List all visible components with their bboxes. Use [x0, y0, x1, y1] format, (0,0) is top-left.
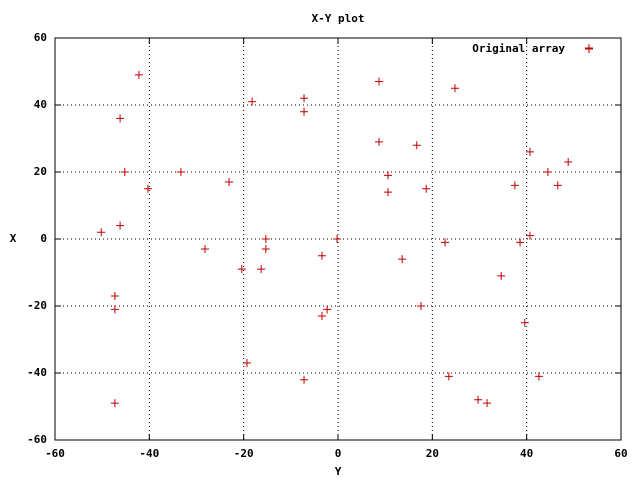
- point: [474, 395, 483, 404]
- point: [317, 312, 326, 321]
- point: [300, 107, 309, 116]
- y-axis-label: X: [10, 232, 17, 245]
- point: [483, 399, 492, 408]
- y-tick-label: 60: [34, 31, 47, 44]
- point: [261, 245, 270, 254]
- x-axis-label: Y: [335, 465, 342, 478]
- y-tick-label: -40: [27, 366, 47, 379]
- point: [543, 168, 552, 176]
- point: [176, 168, 185, 176]
- x-tick-label: -40: [139, 447, 159, 460]
- point: [300, 375, 309, 384]
- point: [257, 265, 266, 274]
- point: [116, 114, 125, 123]
- x-tick-label: -20: [234, 447, 254, 460]
- y-tick-label: 20: [34, 165, 47, 178]
- point: [134, 70, 143, 79]
- point: [398, 255, 407, 264]
- y-tick-label: 0: [40, 232, 47, 245]
- point: [553, 181, 562, 190]
- point: [375, 137, 384, 146]
- point: [300, 94, 309, 103]
- point: [200, 245, 209, 254]
- point: [143, 184, 152, 193]
- point: [564, 157, 573, 166]
- point: [444, 372, 453, 381]
- point: [333, 235, 342, 243]
- point: [422, 184, 431, 193]
- point: [441, 238, 450, 247]
- point: [110, 305, 119, 314]
- point: [525, 147, 534, 156]
- point: [237, 265, 246, 274]
- x-tick-label: 40: [520, 447, 533, 460]
- point: [375, 77, 384, 86]
- point: [261, 235, 270, 243]
- point: [323, 305, 332, 314]
- point: [110, 291, 119, 300]
- point: [120, 168, 129, 176]
- x-tick-label: -60: [45, 447, 65, 460]
- x-tick-label: 60: [614, 447, 627, 460]
- point: [516, 238, 525, 247]
- legend-label: Original array: [472, 42, 565, 55]
- point: [225, 178, 234, 187]
- point: [525, 231, 534, 240]
- point: [97, 228, 106, 237]
- point: [248, 97, 257, 106]
- point: [497, 271, 506, 280]
- point: [412, 141, 421, 150]
- point: [417, 302, 426, 310]
- point: [510, 181, 519, 190]
- y-tick-label: -60: [27, 433, 47, 446]
- chart-title: X-Y plot: [312, 12, 365, 25]
- point: [383, 171, 392, 180]
- y-tick-label: 40: [34, 98, 47, 111]
- legend-marker: [585, 45, 593, 53]
- y-tick-label: -20: [27, 299, 47, 312]
- point: [450, 84, 459, 93]
- point: [116, 221, 125, 230]
- point: [242, 358, 251, 367]
- x-tick-label: 0: [335, 447, 342, 460]
- point: [534, 372, 543, 381]
- point: [520, 318, 529, 327]
- point: [110, 399, 119, 408]
- x-tick-label: 20: [426, 447, 439, 460]
- point: [383, 188, 392, 197]
- point: [317, 251, 326, 260]
